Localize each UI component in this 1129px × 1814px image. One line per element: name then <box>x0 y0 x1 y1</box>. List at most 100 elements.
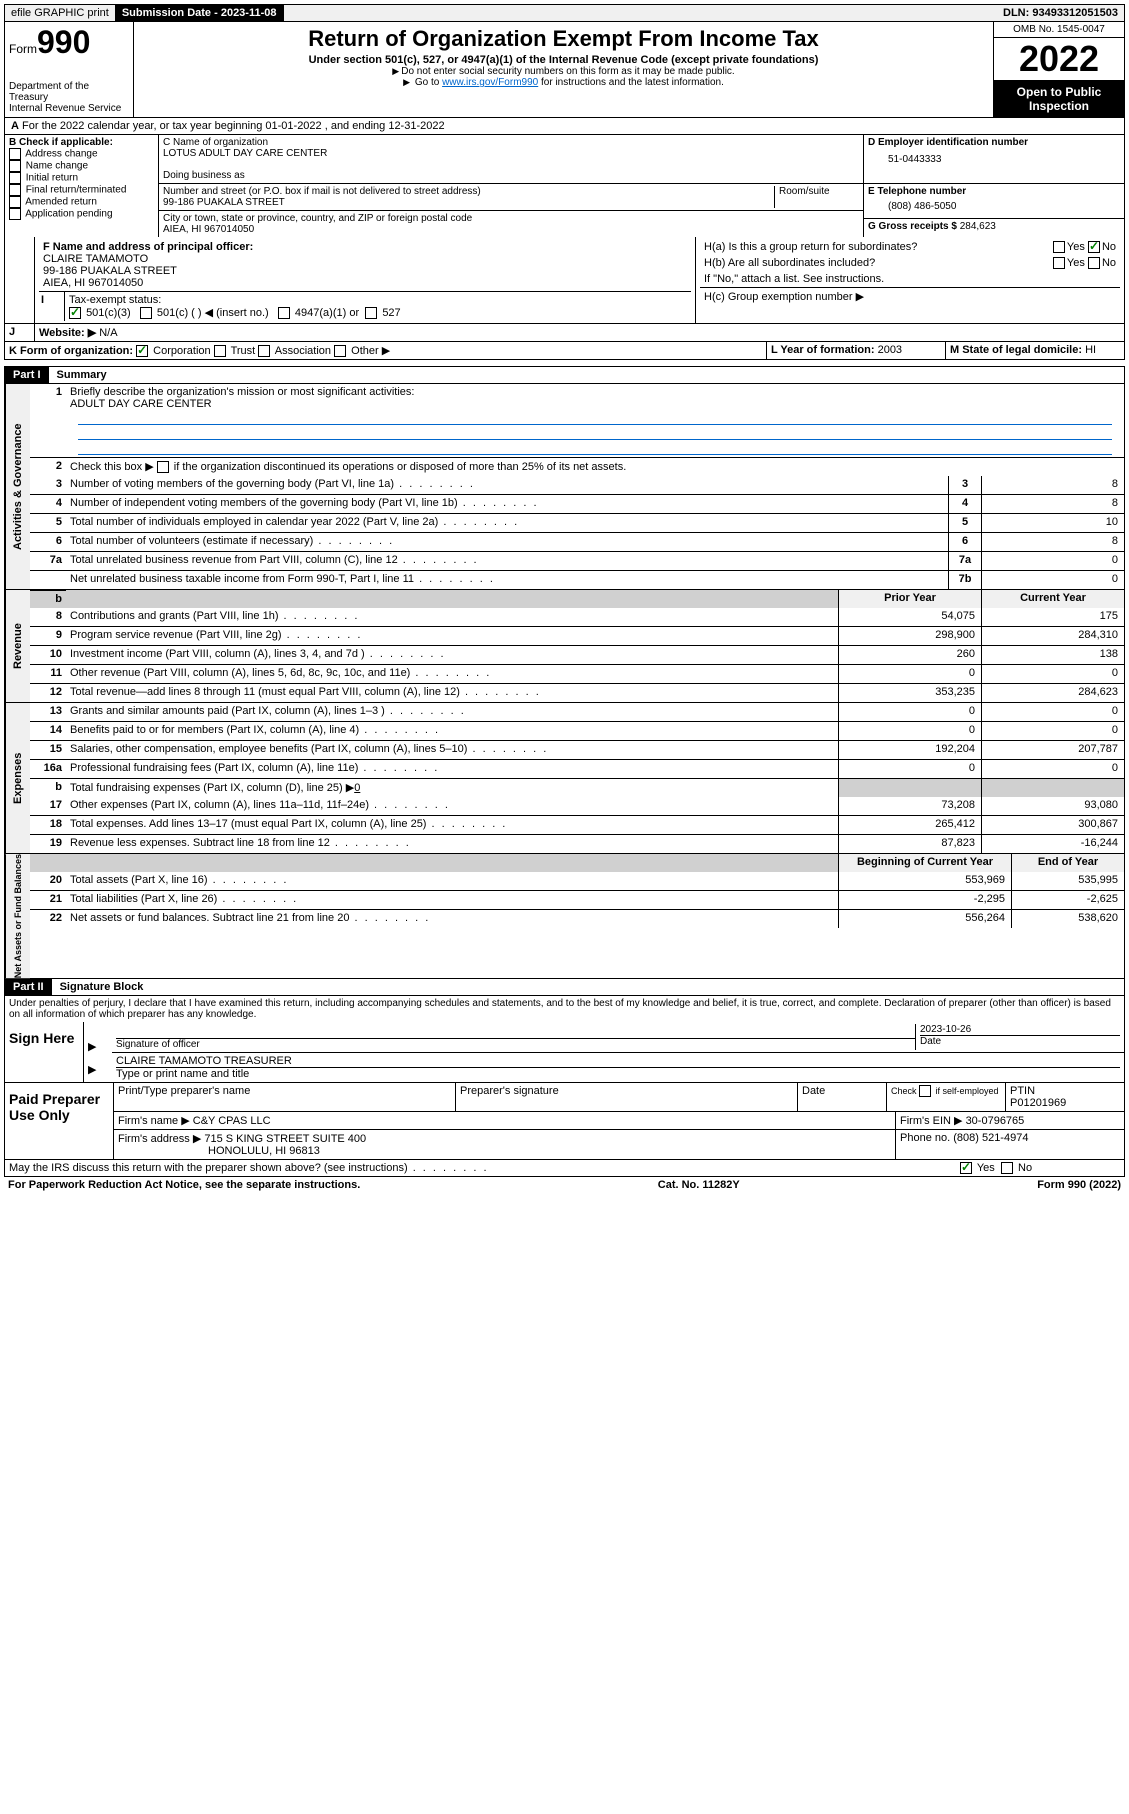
firm-name: C&Y CPAS LLC <box>193 1115 271 1127</box>
governance-label: Activities & Governance <box>5 384 30 589</box>
efile-label[interactable]: efile GRAPHIC print <box>5 5 116 21</box>
form-title: Return of Organization Exempt From Incom… <box>138 26 989 52</box>
form990-link[interactable]: www.irs.gov/Form990 <box>442 77 538 88</box>
q2-checkbox[interactable] <box>157 461 169 473</box>
hc-label: H(c) Group exemption number ▶ <box>700 288 1120 305</box>
501c3-checkbox[interactable] <box>69 307 81 319</box>
discuss-yes-checkbox[interactable] <box>960 1162 972 1174</box>
tax-year: 2022 <box>994 37 1124 81</box>
firm-addr-label: Firm's address ▶ <box>118 1133 201 1145</box>
discuss-yes: Yes <box>977 1162 995 1174</box>
row-a-text: For the 2022 calendar year, or tax year … <box>22 120 445 132</box>
expense-row: 18Total expenses. Add lines 13–17 (must … <box>30 815 1124 834</box>
ha-no-checkbox[interactable] <box>1088 241 1100 253</box>
gross-receipts-cell: G Gross receipts $ 284,623 <box>864 219 1124 234</box>
ptin-value: P01201969 <box>1010 1097 1066 1109</box>
firm-ein: 30-0796765 <box>966 1115 1025 1127</box>
begin-year-header: Beginning of Current Year <box>838 854 1011 872</box>
discuss-row: May the IRS discuss this return with the… <box>4 1160 1125 1177</box>
org-name: LOTUS ADULT DAY CARE CENTER <box>163 148 327 159</box>
ha-yes-checkbox[interactable] <box>1053 241 1065 253</box>
application-pending-checkbox[interactable] <box>9 208 21 220</box>
name-change-label: Name change <box>26 161 88 172</box>
part2-header-row: Part II Signature Block <box>4 979 1125 996</box>
final-return-label: Final return/terminated <box>26 185 127 196</box>
corporation-checkbox[interactable] <box>136 345 148 357</box>
website-value: N/A <box>99 327 117 339</box>
initial-return-checkbox[interactable] <box>9 172 21 184</box>
firm-addr2: HONOLULU, HI 96813 <box>118 1145 320 1157</box>
expense-row: 19Revenue less expenses. Subtract line 1… <box>30 834 1124 853</box>
hb-note: If "No," attach a list. See instructions… <box>700 271 1120 288</box>
4947-checkbox[interactable] <box>278 307 290 319</box>
ha-no: No <box>1102 241 1116 253</box>
527-checkbox[interactable] <box>365 307 377 319</box>
q2-text: Check this box ▶ if the organization dis… <box>70 461 626 473</box>
current-year-header: Current Year <box>981 590 1124 608</box>
sig-date-label: Date <box>920 1036 941 1047</box>
address-change-label: Address change <box>25 149 97 160</box>
discuss-no: No <box>1018 1162 1032 1174</box>
address-change-checkbox[interactable] <box>9 148 21 160</box>
self-employed-checkbox[interactable] <box>919 1085 931 1097</box>
hb-no: No <box>1102 257 1116 269</box>
footer-left: For Paperwork Reduction Act Notice, see … <box>8 1179 360 1191</box>
ptin-label: PTIN <box>1010 1085 1035 1097</box>
open-public-badge: Open to Public Inspection <box>994 81 1124 117</box>
revenue-row: 9Program service revenue (Part VIII, lin… <box>30 626 1124 645</box>
part2-title: Signature Block <box>52 981 144 993</box>
revenue-section: Revenue b Prior Year Current Year 8Contr… <box>4 590 1125 703</box>
declaration: Under penalties of perjury, I declare th… <box>4 996 1125 1022</box>
final-return-checkbox[interactable] <box>9 184 21 196</box>
officer-addr1: 99-186 PUAKALA STREET <box>43 265 177 277</box>
firm-phone-label: Phone no. <box>900 1132 950 1144</box>
name-change-checkbox[interactable] <box>9 160 21 172</box>
year-formation-value: 2003 <box>878 344 902 356</box>
expense-row: 15Salaries, other compensation, employee… <box>30 740 1124 759</box>
row-j: J Website: ▶ N/A <box>4 324 1125 342</box>
governance-row: 7aTotal unrelated business revenue from … <box>30 551 1124 570</box>
firm-name-label: Firm's name ▶ <box>118 1115 190 1127</box>
netassets-row: 21Total liabilities (Part X, line 26)-2,… <box>30 890 1124 909</box>
q1-answer: ADULT DAY CARE CENTER <box>70 398 212 410</box>
other-checkbox[interactable] <box>334 345 346 357</box>
section-bcd: B Check if applicable: Address change Na… <box>4 135 1125 237</box>
netassets-label: Net Assets or Fund Balances <box>5 854 30 978</box>
revenue-row: 12Total revenue—add lines 8 through 11 (… <box>30 683 1124 702</box>
expense-row: 17Other expenses (Part IX, column (A), l… <box>30 797 1124 815</box>
hb-yes-checkbox[interactable] <box>1053 257 1065 269</box>
sig-date: 2023-10-26 <box>920 1024 971 1035</box>
netassets-row: 22Net assets or fund balances. Subtract … <box>30 909 1124 928</box>
gross-value: 284,623 <box>960 221 996 232</box>
phone-label: E Telephone number <box>868 186 966 197</box>
ha-label: H(a) Is this a group return for subordin… <box>704 241 917 253</box>
sign-here-block: Sign Here ▶ Signature of officer 2023-10… <box>4 1022 1125 1083</box>
netassets-section: Net Assets or Fund Balances Beginning of… <box>4 854 1125 979</box>
org-name-label: C Name of organization <box>163 137 268 148</box>
dln: DLN: 93493312051503 <box>997 5 1124 21</box>
4947-label: 4947(a)(1) or <box>295 307 359 319</box>
phone-value: (808) 486-5050 <box>868 197 1120 216</box>
discuss-no-checkbox[interactable] <box>1001 1162 1013 1174</box>
part1-header: Part I <box>5 367 49 383</box>
association-checkbox[interactable] <box>258 345 270 357</box>
association-label: Association <box>275 345 331 357</box>
trust-checkbox[interactable] <box>214 345 226 357</box>
discuss-q: May the IRS discuss this return with the… <box>9 1162 408 1174</box>
domicile-value: HI <box>1085 344 1096 356</box>
officer-addr2: AIEA, HI 967014050 <box>43 277 143 289</box>
hb-no-checkbox[interactable] <box>1088 257 1100 269</box>
501c-label: 501(c) ( ) ◀ (insert no.) <box>157 307 269 319</box>
row-16b-val: 0 <box>354 782 360 794</box>
footer: For Paperwork Reduction Act Notice, see … <box>4 1177 1125 1193</box>
expense-row: 16aProfessional fundraising fees (Part I… <box>30 759 1124 778</box>
footer-right: Form 990 (2022) <box>1037 1179 1121 1191</box>
end-year-header: End of Year <box>1011 854 1124 872</box>
amended-return-checkbox[interactable] <box>9 196 21 208</box>
sig-name: CLAIRE TAMAMOTO TREASURER <box>116 1055 292 1067</box>
ein-value: 51-0443333 <box>868 148 1120 171</box>
firm-addr1: 715 S KING STREET SUITE 400 <box>204 1133 366 1145</box>
room-label: Room/suite <box>779 186 830 197</box>
row-klm: K Form of organization: Corporation Trus… <box>4 342 1125 360</box>
501c-checkbox[interactable] <box>140 307 152 319</box>
